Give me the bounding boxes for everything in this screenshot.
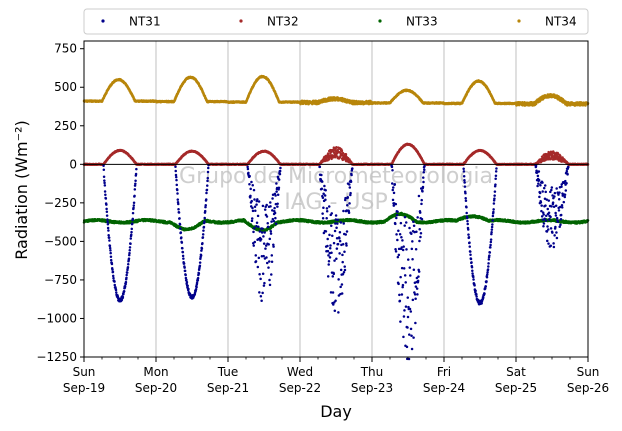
watermark-line-2: IAG - USP bbox=[284, 190, 387, 215]
data-points bbox=[82, 74, 590, 361]
grid-lines bbox=[155, 41, 517, 357]
watermark-line-1: Grupo de Micrometeorologia bbox=[179, 164, 493, 189]
watermark: Grupo de Micrometeorologia IAG - USP bbox=[179, 164, 493, 215]
